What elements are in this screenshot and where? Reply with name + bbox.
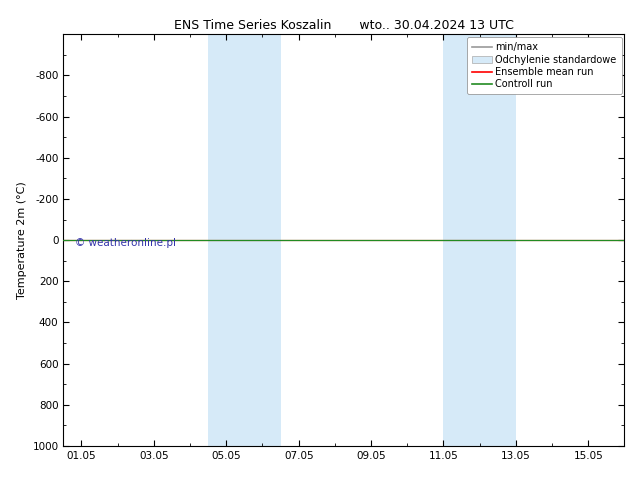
Legend: min/max, Odchylenie standardowe, Ensemble mean run, Controll run: min/max, Odchylenie standardowe, Ensembl… [467,37,621,94]
Bar [444,34,516,446]
Title: ENS Time Series Koszalin       wto.. 30.04.2024 13 UTC: ENS Time Series Koszalin wto.. 30.04.202… [174,19,514,32]
Y-axis label: Temperature 2m (°C): Temperature 2m (°C) [17,181,27,299]
Bar [208,34,281,446]
Text: © weatheronline.pl: © weatheronline.pl [75,238,176,248]
